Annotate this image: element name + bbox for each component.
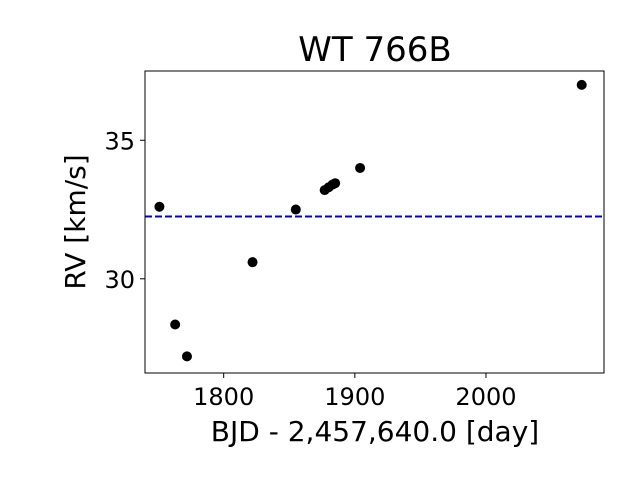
data-point-0 [154, 201, 165, 212]
y-tick-label-35: 35 [104, 127, 135, 155]
y-axis-label: RV [km/s] [59, 154, 92, 289]
x-axis-ticks: 1800 1900 2000 [193, 373, 517, 411]
data-point-2 [181, 351, 192, 362]
y-axis-ticks: 30 35 [104, 127, 145, 294]
data-point-1 [170, 319, 181, 330]
plot-area-frame [144, 70, 605, 374]
x-tick-label-1800: 1800 [193, 383, 254, 411]
x-tick-label-2000: 2000 [455, 383, 516, 411]
data-point-3 [247, 257, 258, 268]
y-tick-label-30: 30 [104, 266, 135, 294]
data-point-4 [290, 204, 301, 215]
data-point-10 [576, 79, 587, 90]
data-point-8 [330, 178, 341, 189]
x-axis-label: BJD - 2,457,640.0 [day] [211, 415, 539, 448]
x-tick-label-1900: 1900 [324, 383, 385, 411]
chart-title: WT 766B [298, 30, 451, 70]
data-point-9 [355, 162, 366, 173]
data-points [154, 79, 587, 362]
